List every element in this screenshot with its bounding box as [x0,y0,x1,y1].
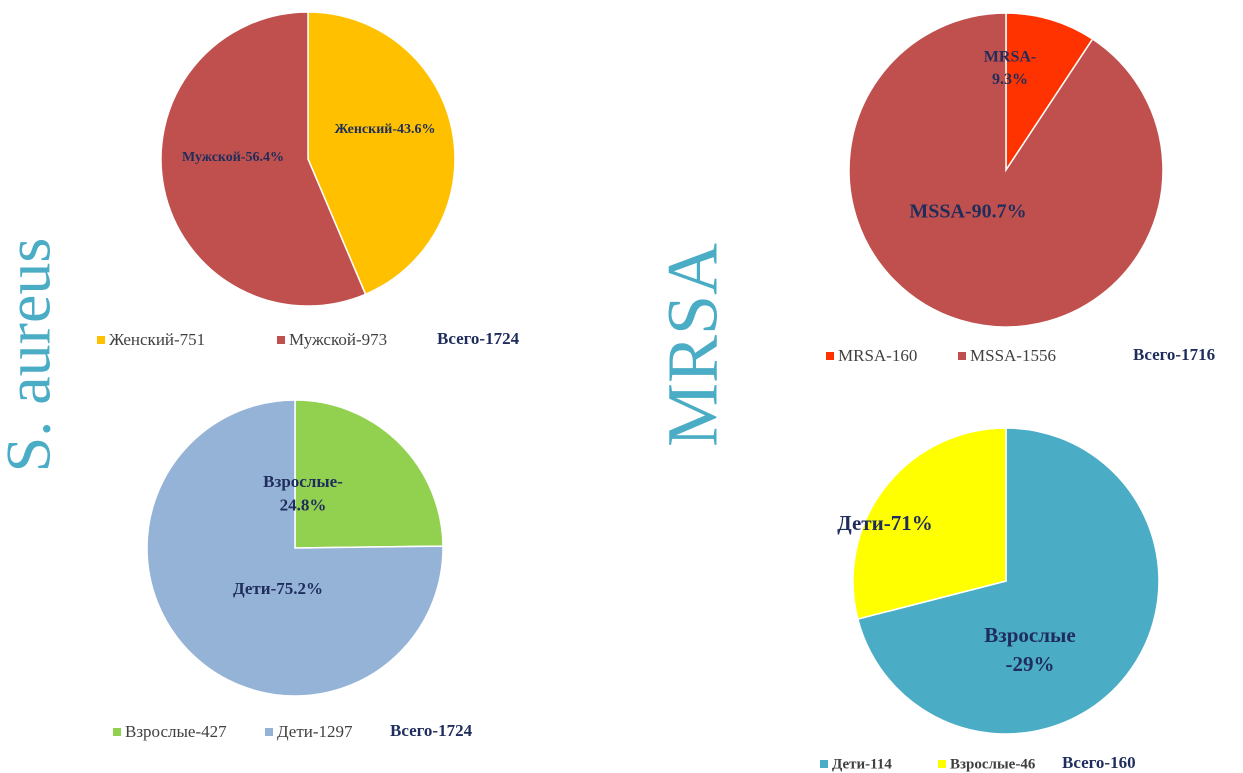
legend-label: Мужской-973 [289,330,387,349]
pie-slice [294,399,444,549]
side-label: MRSA [653,243,733,447]
slice-label: Мужской-56.4% [182,150,284,165]
legend-label: Дети-1297 [277,722,353,741]
legend-label: MSSA-1556 [970,346,1056,365]
pie-slice [856,427,1160,735]
legend-swatch [938,760,946,768]
legend-swatch [820,760,828,768]
legend-label: MRSA-160 [838,346,917,365]
legend-swatch [277,336,285,344]
pie-slice [307,11,456,296]
total-label: Всего-1724 [437,329,520,348]
slice-label: MRSA- [984,49,1036,66]
slice-label: Дети-71% [837,511,932,535]
legend-swatch [113,728,121,736]
pie-slice [848,12,1164,328]
slice-label: 9.3% [992,71,1028,88]
pie-slice [146,399,444,697]
legend-label: Дети-114 [832,756,892,772]
legend-swatch [265,728,273,736]
slice-label: Дети-75.2% [233,579,323,598]
pie-slice [1005,12,1094,173]
legend-swatch [97,336,105,344]
legend-label: Женский-751 [109,330,205,349]
slice-label: -29% [1006,652,1055,676]
total-label: Всего-1716 [1133,345,1215,364]
total-label: Всего-160 [1062,753,1136,772]
legend-swatch [826,352,834,360]
slice-label: Взрослые [984,623,1075,647]
side-label: S. aureus [0,238,64,473]
total-label: Всего-1724 [390,721,473,740]
legend-label: Взрослые-427 [125,722,227,741]
slice-label: MSSA-90.7% [909,201,1026,223]
slice-label: Взрослые- [263,472,343,491]
slice-label: Женский-43.6% [335,122,436,137]
pie-slice [852,427,1007,620]
legend-swatch [958,352,966,360]
legend-label: Взрослые-46 [950,756,1036,772]
pie-slice [160,11,367,307]
slice-label: 24.8% [280,496,327,515]
